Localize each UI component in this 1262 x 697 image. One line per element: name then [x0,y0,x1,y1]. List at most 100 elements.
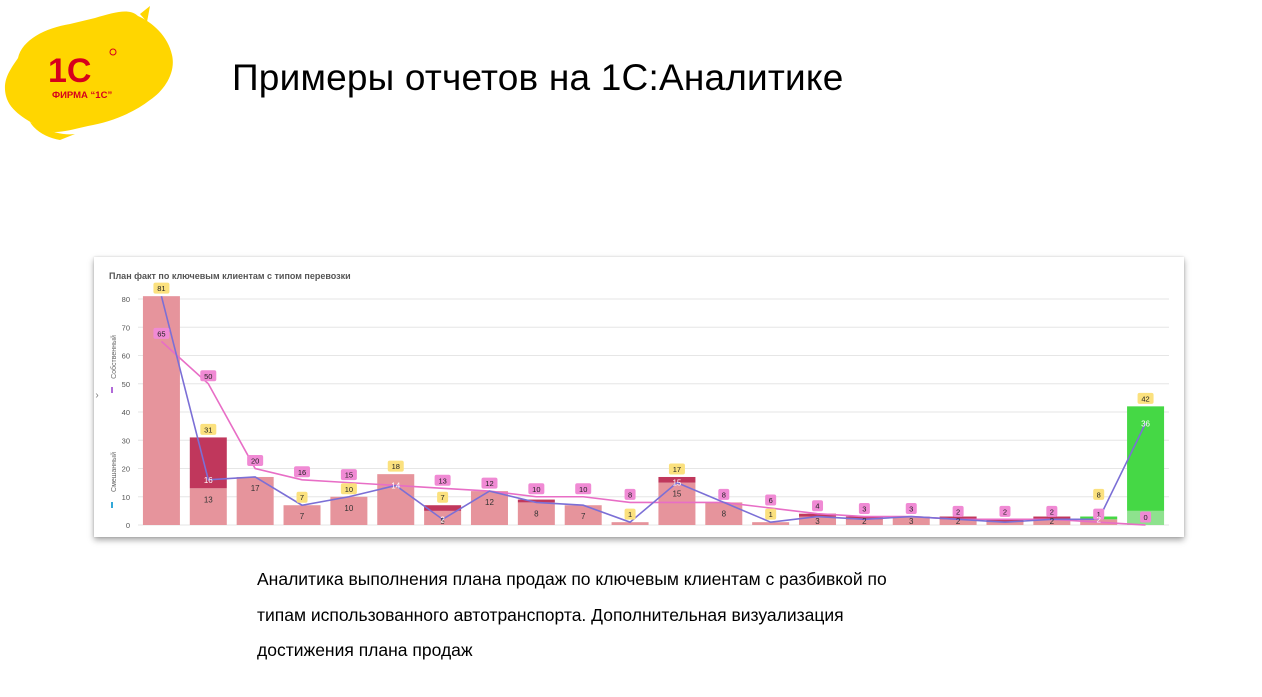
bar-value-label: 2 [1050,517,1055,526]
bar-segment-own [939,519,977,525]
plan-value-label-bg [528,483,545,495]
bar-segment-mixed [845,516,883,520]
bar-segment-own [658,482,696,525]
bar-total-label: 8 [1097,490,1101,499]
bar-value-label: 17 [251,484,260,493]
plan-value-label-bg [1140,511,1152,523]
plan-value-label-bg [247,455,264,466]
bar-value-label: 2 [956,517,961,526]
bar-segment-mixed [939,516,977,520]
plan-value-label-bg [952,505,964,517]
bar-segment-mixed [517,499,555,503]
plan-value-label: 8 [628,490,632,499]
bar-total-label-bg [1137,392,1154,404]
y-tick-label: 30 [122,436,130,445]
bar-segment-own [892,516,930,525]
bar-segment-own [564,505,602,525]
y-tick-label: 10 [122,493,130,502]
plan-value-label-bg [858,503,870,515]
fact-value-label: 36 [1141,419,1150,428]
bar-segment-mixed [658,476,696,483]
caption-line-1: Аналитика выполнения плана продаж по клю… [257,569,887,589]
bar-value-label: 3 [815,517,820,526]
fact-value-label: 2 [1096,515,1101,524]
plan-value-label-bg [481,477,498,489]
slide-title: Примеры отчетов на 1С:Аналитике [232,57,844,98]
bar-total-label-bg [153,282,170,294]
y-tick-label: 0 [126,521,130,530]
plan-value-label: 3 [862,505,866,514]
plan-value-label-bg [624,488,636,500]
plan-value-label-bg [1046,505,1058,517]
bar-total-label-bg [437,491,449,503]
plan-value-label-bg [434,474,451,486]
plan-value-label-bg [200,370,217,382]
bar-segment-own [752,522,790,525]
plan-value-label-bg [718,488,730,500]
bar-total-label: 18 [392,462,400,471]
svg-text:ФИРМА “1С”: ФИРМА “1С” [52,90,112,101]
plan-value-label: 8 [722,490,726,499]
plan-value-label: 0 [1143,513,1147,522]
bar-segment-own [517,502,555,525]
y-tick-label: 20 [122,465,130,474]
bar-segment-own [705,502,743,525]
plan-value-label-bg [905,503,917,515]
bar-total-label: 17 [673,465,681,474]
bar-total-label-bg [200,423,217,435]
bar-total-label-bg [765,508,777,520]
plan-value-label: 1 [1097,510,1101,519]
plan-value-label: 3 [909,505,913,514]
bar-total-label: 7 [300,493,304,502]
bar-value-label: 5 [440,517,445,526]
plan-value-label-bg [812,500,824,512]
plan-value-label: 12 [485,479,493,488]
plan-value-label: 2 [1003,507,1007,516]
legend-label: Смешанный [110,452,118,492]
bar-segment-mixed [986,519,1024,523]
plan-value-label: 2 [1050,507,1054,516]
plan-value-label: 6 [769,496,773,505]
bar-segment-own [470,491,508,525]
y-tick-label: 60 [122,352,130,361]
plan-value-label: 15 [345,471,353,480]
plan-value-label: 16 [298,468,306,477]
plan-value-label: 4 [815,502,819,511]
bar-total-label-bg [624,508,636,520]
bar-segment-own [986,522,1024,525]
legend-label: Собственный [110,335,118,379]
plan-value-label-bg [1093,508,1105,520]
caption-line-2: типам использованного автотранспорта. До… [257,604,844,625]
bar-segment-own [845,519,883,525]
bar-total-label: 42 [1141,394,1149,403]
y-tick-label: 40 [122,408,130,417]
bar-total-label: 1 [769,510,773,519]
bar-total-label-bg [387,460,404,472]
bar-segment-mixed [799,513,837,517]
chart-panel: 0 10 20 30 40 50 60 70 80 Собственный Смешанный 13 1… [94,257,1184,537]
plan-value-label-bg [294,466,311,478]
plan-value-label-bg [999,505,1011,517]
bar-value-label: 15 [672,490,681,499]
bar-segment-own [377,474,415,525]
bar-segment-own [1033,519,1071,525]
legend-item[interactable]: Собственный [110,335,118,379]
bar-total-label-bg [296,491,308,503]
y-tick-label: 50 [122,380,130,389]
bar-value-label: 2 [862,517,867,526]
legend-item[interactable]: Смешанный [110,452,118,492]
plan-value-label-bg [340,469,357,481]
bar-total-label-bg [340,483,357,495]
plan-value-label-bg [153,327,170,339]
plan-value-label: 10 [532,485,540,494]
expand-panel-chevron-icon[interactable]: › [95,390,99,401]
bar-total-label-bg [1093,488,1105,500]
fact-value-label: 15 [672,479,681,488]
bar-value-label: 3 [909,517,914,526]
plan-line [160,340,1146,526]
bar-total-label: 1 [628,510,632,519]
caption-line-3: достижения плана продаж [257,640,473,660]
firma-1c-logo: 1С ФИРМА “1С” [4,6,173,140]
bar-segment-mixed [424,505,462,511]
bar-segment-mixed [1033,516,1071,520]
